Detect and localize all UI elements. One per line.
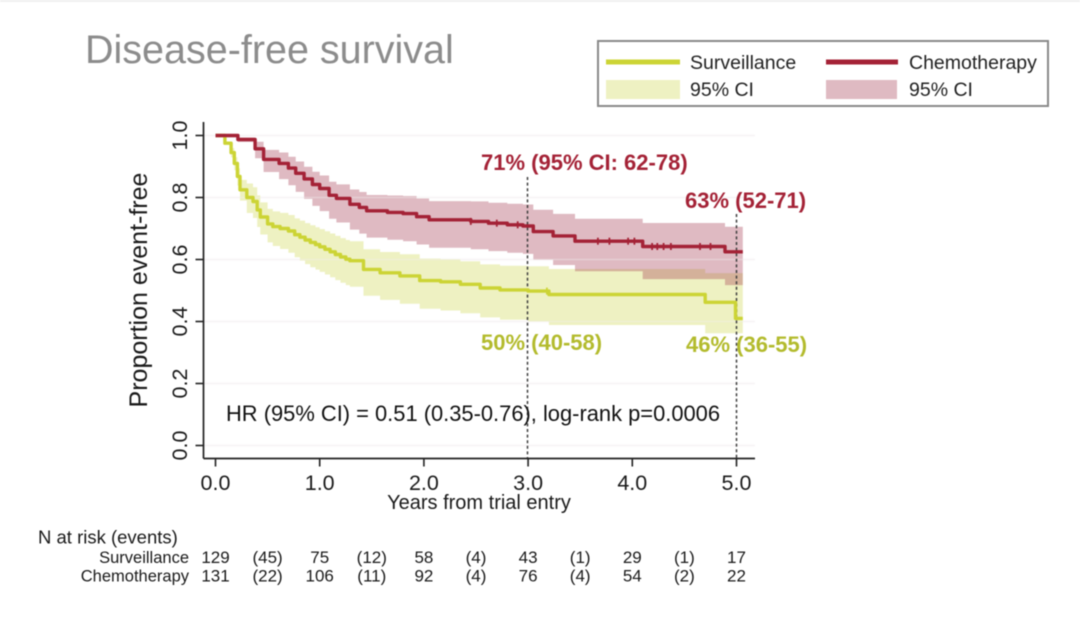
- svg-text:(22): (22): [252, 567, 282, 586]
- svg-text:2.0: 2.0: [409, 471, 439, 495]
- svg-text:58: 58: [414, 548, 433, 567]
- svg-text:(45): (45): [252, 548, 282, 567]
- svg-text:(1): (1): [674, 548, 695, 567]
- svg-text:0.0: 0.0: [201, 471, 231, 495]
- svg-text:92: 92: [414, 567, 433, 586]
- svg-text:131: 131: [201, 567, 229, 586]
- svg-text:129: 129: [201, 548, 229, 567]
- svg-text:(4): (4): [466, 567, 487, 586]
- svg-text:(11): (11): [357, 567, 386, 586]
- svg-text:71% (95% CI: 62-78): 71% (95% CI: 62-78): [481, 150, 688, 175]
- svg-text:54: 54: [623, 567, 642, 586]
- svg-text:0.4: 0.4: [168, 307, 192, 337]
- svg-text:Surveillance: Surveillance: [99, 549, 189, 567]
- svg-text:Surveillance: Surveillance: [690, 52, 796, 74]
- svg-text:(2): (2): [674, 567, 695, 586]
- svg-text:3.0: 3.0: [513, 471, 543, 495]
- svg-text:95% CI: 95% CI: [909, 79, 973, 101]
- svg-text:43: 43: [519, 548, 538, 567]
- svg-text:76: 76: [519, 567, 538, 586]
- svg-text:4.0: 4.0: [617, 471, 647, 495]
- svg-text:1.0: 1.0: [168, 121, 192, 151]
- svg-text:50% (40-58): 50% (40-58): [481, 330, 602, 355]
- svg-text:17: 17: [727, 548, 746, 567]
- svg-text:Proportion event-free: Proportion event-free: [125, 173, 153, 408]
- svg-text:Chemotherapy: Chemotherapy: [81, 568, 190, 586]
- svg-text:75: 75: [310, 548, 329, 567]
- svg-text:0.2: 0.2: [168, 369, 192, 399]
- svg-text:29: 29: [623, 548, 642, 567]
- svg-text:106: 106: [306, 567, 334, 586]
- svg-text:5.0: 5.0: [722, 471, 752, 495]
- svg-text:22: 22: [727, 567, 746, 586]
- svg-text:Chemotherapy: Chemotherapy: [909, 52, 1037, 74]
- svg-text:1.0: 1.0: [305, 471, 335, 495]
- svg-text:HR (95% CI) = 0.51 (0.35-0.76): HR (95% CI) = 0.51 (0.35-0.76), log-rank…: [226, 401, 720, 426]
- svg-text:Years from trial entry: Years from trial entry: [387, 492, 571, 514]
- svg-text:N at risk (events): N at risk (events): [38, 527, 178, 548]
- svg-text:95% CI: 95% CI: [690, 79, 754, 101]
- svg-text:(12): (12): [357, 548, 387, 567]
- svg-text:(4): (4): [466, 548, 487, 567]
- svg-text:46% (36-55): 46% (36-55): [686, 332, 807, 357]
- svg-text:0.0: 0.0: [168, 431, 192, 461]
- svg-text:0.6: 0.6: [168, 245, 192, 275]
- svg-text:Disease-free survival: Disease-free survival: [85, 28, 454, 72]
- svg-text:(4): (4): [570, 567, 591, 586]
- svg-text:0.8: 0.8: [168, 183, 192, 213]
- svg-text:63% (52-71): 63% (52-71): [685, 188, 806, 213]
- svg-text:(1): (1): [570, 548, 591, 567]
